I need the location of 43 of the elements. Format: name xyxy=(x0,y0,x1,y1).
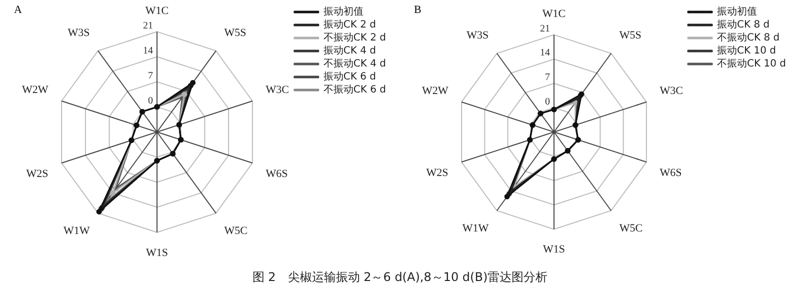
y-tick-label: 21 xyxy=(540,23,550,34)
y-tick-label: 21 xyxy=(143,20,153,32)
legend-label: 振动CK 8 d xyxy=(717,18,770,31)
legend-label: 不振动CK 4 d xyxy=(323,58,386,70)
spoke-label: W1W xyxy=(64,224,90,237)
spoke-label: W3C xyxy=(266,84,289,96)
caption: 图 2 尖椒运输振动 2～6 d(A),8～10 d(B)雷达图分析 xyxy=(252,270,548,284)
legend-label: 振动CK 4 d xyxy=(323,44,376,57)
spoke-label: W5C xyxy=(224,224,248,237)
legend-label: 振动CK 10 d xyxy=(717,44,776,57)
y-tick-label: 0 xyxy=(148,96,153,107)
y-tick-label: 0 xyxy=(545,96,550,108)
legend-label: 不振动CK 2 d xyxy=(323,32,386,44)
chart-title: B xyxy=(414,4,422,16)
legend-label: 振动初值 xyxy=(717,6,758,18)
spoke-label: W5S xyxy=(619,29,642,42)
y-tick-label: 7 xyxy=(545,72,550,84)
legend-label: 振动初值 xyxy=(323,6,364,18)
spoke-label: W5S xyxy=(224,26,246,39)
legend-label: 不振动CK 10 d xyxy=(717,58,786,70)
spoke-label: W1S xyxy=(146,246,168,259)
y-tick-label: 14 xyxy=(143,45,153,56)
spoke-label: W1S xyxy=(543,244,565,256)
spoke-label: W5C xyxy=(619,222,643,234)
legend-label: 不振动CK 8 d xyxy=(717,32,780,44)
spoke-label: W1C xyxy=(145,4,169,17)
spoke-label: W3S xyxy=(466,29,489,42)
chart-title: A xyxy=(14,4,22,16)
spoke-label: W3S xyxy=(68,26,90,39)
legend-label: 振动CK 6 d xyxy=(323,70,376,83)
spoke-label: W1W xyxy=(462,222,490,234)
spoke-label: W3C xyxy=(660,84,683,97)
y-tick-label: 14 xyxy=(540,48,550,59)
legend-label: 振动CK 2 d xyxy=(323,18,376,31)
y-tick-label: 7 xyxy=(148,70,153,82)
spoke-label: W2S xyxy=(26,168,48,180)
legend-label: 不振动CK 6 d xyxy=(323,84,386,96)
spoke-label: W2S xyxy=(426,166,448,179)
spoke-label: W2W xyxy=(422,84,449,97)
spoke-label: W1C xyxy=(542,8,566,20)
spoke-label: W6S xyxy=(660,166,682,179)
spoke-label: W2W xyxy=(22,84,49,96)
spoke-label: W6S xyxy=(266,168,288,180)
